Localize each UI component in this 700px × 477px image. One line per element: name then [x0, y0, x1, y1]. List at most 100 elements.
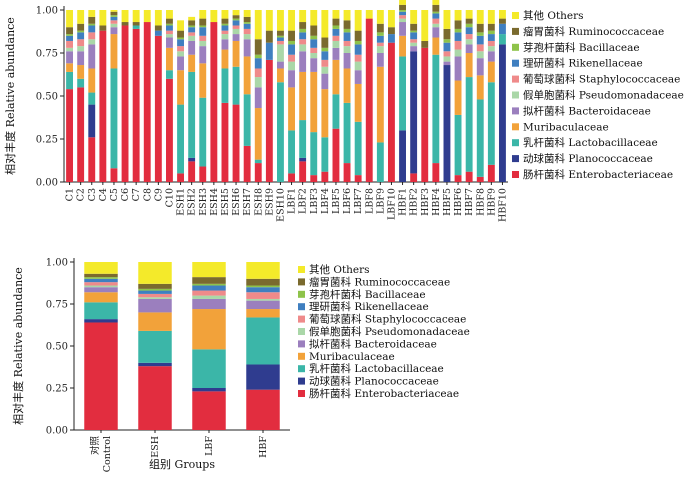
bar-segment-ruminococcaceae-esh3 [199, 18, 207, 26]
legend-label-ruminococcaceae: 瘤胃菌科 Ruminococcaceae [309, 275, 450, 288]
bar-segment-ruminococcaceae-esh9 [265, 30, 273, 43]
bar-segment-staphylococcaceae-c1 [66, 40, 73, 48]
bar-segment-others-c4 [99, 10, 107, 26]
bar-segment-lactobacillaceae-hbf6 [454, 114, 462, 176]
bar-segment-bacteroidaceae-lbf4 [321, 73, 329, 90]
legend-swatch-rikenellaceae [298, 303, 305, 311]
bar-segment-pseudomonadaceae-esh10 [277, 44, 284, 62]
bar-segment-bacillaceae-hbf1 [399, 10, 406, 12]
bar-segment-lactobacillaceae-lbf4 [321, 137, 329, 172]
x-tick-label: C1 [65, 188, 76, 201]
bar-segment-enterobacteriaceae-esh2 [188, 161, 196, 182]
bar-segment-lactobacillaceae-hbf9 [487, 82, 495, 165]
bar-segment-others-esh2 [188, 16, 196, 21]
bar-segment-rikenellaceae-esh10 [277, 37, 284, 41]
bar-segment-enterobacteriaceae-c3 [88, 137, 96, 182]
bar-segment-enterobacteriaceae-lbf [192, 391, 226, 430]
bar-segment-bacteroidaceae-esh10 [277, 61, 284, 69]
bar-segment-enterobacteriaceae-lbf6 [343, 163, 351, 182]
bar-segment-pseudomonadaceae-esh6 [232, 28, 240, 35]
legend-swatch-muribaculaceae [298, 352, 305, 360]
bar-segment-staphylococcaceae-hbf6 [454, 40, 462, 50]
bar-segment-enterobacteriaceae-esh9 [265, 59, 273, 182]
legend-swatch-staphylococcaceae [512, 75, 519, 83]
bar-segment-bacteroidaceae-lbf3 [310, 58, 318, 72]
bar-segment-muribaculaceae-hbf4 [432, 37, 440, 55]
bar-segment-ruminococcaceae-c7 [132, 22, 140, 26]
bar-segment-others-hbf7 [465, 10, 473, 19]
bar-segment-bacteroidaceae-lbf9 [376, 53, 384, 67]
bar-segment-ruminococcaceae-esh5 [221, 18, 229, 24]
bar-segment-enterobacteriaceae-hbf9 [487, 164, 495, 182]
x-tick-label: LBF [204, 436, 215, 456]
bar-segment-pseudomonadaceae-lbf5 [332, 40, 340, 48]
bar-segment-lactobacillaceae-esh5 [221, 68, 229, 103]
bar-segment-others-hbf3 [421, 10, 429, 41]
bar-segment-pseudomonadaceae-hbf7 [465, 39, 473, 45]
bar-segment-staphylococcaceae-lbf9 [376, 42, 384, 47]
legend-label-rikenellaceae: 理研菌科 Rikenellaceae [309, 300, 429, 313]
x-tick-label: HBF1 [398, 188, 409, 216]
bar-segment-ruminococcaceae-esh1 [177, 30, 184, 38]
x-tick-label: C2 [76, 188, 87, 201]
x-tick-label: LBF1 [287, 188, 298, 214]
bar-segment-others-hbf5 [443, 10, 451, 29]
bar-segment-bacillaceae-对照-control [84, 277, 118, 279]
bar-segment-others-c5 [110, 10, 118, 12]
x-tick-label: LBF9 [375, 188, 386, 214]
legend-swatch-lactobacillaceae [512, 139, 519, 147]
bar-segment-bacteroidaceae-hbf2 [410, 46, 418, 52]
bar-segment-ruminococcaceae-c5 [110, 11, 118, 16]
bar-segment-rikenellaceae-esh2 [188, 27, 196, 33]
x-tick-label: HBF5 [442, 188, 453, 216]
bar-segment-bacteroidaceae-c5 [110, 27, 118, 35]
bar-segment-bacteroidaceae-hbf [246, 300, 280, 310]
bar-segment-rikenellaceae-esh6 [232, 20, 240, 26]
bar-segment-ruminococcaceae-c9 [154, 25, 162, 31]
bar-segment-pseudomonadaceae-hbf4 [432, 23, 440, 28]
bar-segment-staphylococcaceae-esh8 [254, 68, 262, 78]
bar-segment-others-hbf4 [432, 0, 440, 5]
bar-segment-bacillaceae-lbf7 [354, 40, 362, 45]
bar-segment-ruminococcaceae-esh6 [232, 15, 240, 19]
x-tick-label: C10 [164, 188, 175, 207]
bar-segment-pseudomonadaceae-hbf6 [454, 49, 462, 57]
bar-segment-staphylococcaceae-hbf4 [432, 18, 440, 24]
bar-segment-rikenellaceae-esh5 [221, 25, 229, 31]
bar-segment-staphylococcaceae-esh10 [277, 40, 284, 45]
bar-segment-muribaculaceae-lbf1 [288, 87, 295, 131]
bar-segment-planococcaceae-esh2 [188, 157, 196, 162]
bar-segment-others-c10 [166, 10, 173, 19]
bar-segment-rikenellaceae-hbf8 [476, 35, 484, 45]
bar-segment-bacillaceae-hbf4 [432, 11, 440, 14]
bar-segment-staphylococcaceae-hbf5 [443, 51, 451, 57]
bar-segment-pseudomonadaceae-hbf8 [476, 51, 484, 59]
bar-segment-muribaculaceae-lbf6 [343, 68, 351, 103]
bar-segment-bacillaceae-esh8 [254, 54, 262, 59]
y-tick-label: 0.75 [46, 300, 68, 311]
bar-segment-others-lbf8 [365, 10, 373, 19]
bar-segment-bacillaceae-hbf [246, 285, 280, 288]
bar-segment-lactobacillaceae-lbf7 [354, 121, 362, 176]
bar-segment-bacteroidaceae-lbf2 [299, 51, 307, 72]
bar-segment-pseudomonadaceae-对照-control [84, 285, 118, 288]
x-tick-label: C5 [109, 188, 120, 201]
bar-segment-ruminococcaceae-lbf2 [299, 22, 307, 29]
bar-segment-pseudomonadaceae-esh7 [243, 34, 251, 40]
bar-segment-staphylococcaceae-hbf2 [410, 39, 418, 43]
bar-segment-planococcaceae-对照-control [84, 319, 118, 323]
bar-segment-staphylococcaceae-esh5 [221, 30, 229, 35]
bar-segment-ruminococcaceae-hbf5 [443, 28, 451, 40]
bar-segment-planococcaceae-lbf [192, 388, 226, 392]
bar-segment-lactobacillaceae-对照-control [84, 302, 118, 320]
x-tick-label: LBF7 [353, 188, 364, 214]
bar-segment-bacteroidaceae-hbf7 [465, 44, 473, 53]
bar-segment-bacteroidaceae-c10 [166, 37, 173, 48]
bar-segment-muribaculaceae-lbf3 [310, 71, 318, 133]
bar-segment-rikenellaceae-lbf10 [388, 34, 395, 43]
bar-segment-bacteroidaceae-lbf1 [288, 70, 295, 88]
bar-segment-bacteroidaceae-lbf6 [343, 53, 351, 69]
bar-segment-enterobacteriaceae-c9 [154, 35, 162, 182]
legend-swatch-bacillaceae [298, 290, 305, 298]
bar-segment-rikenellaceae-c9 [154, 30, 162, 36]
